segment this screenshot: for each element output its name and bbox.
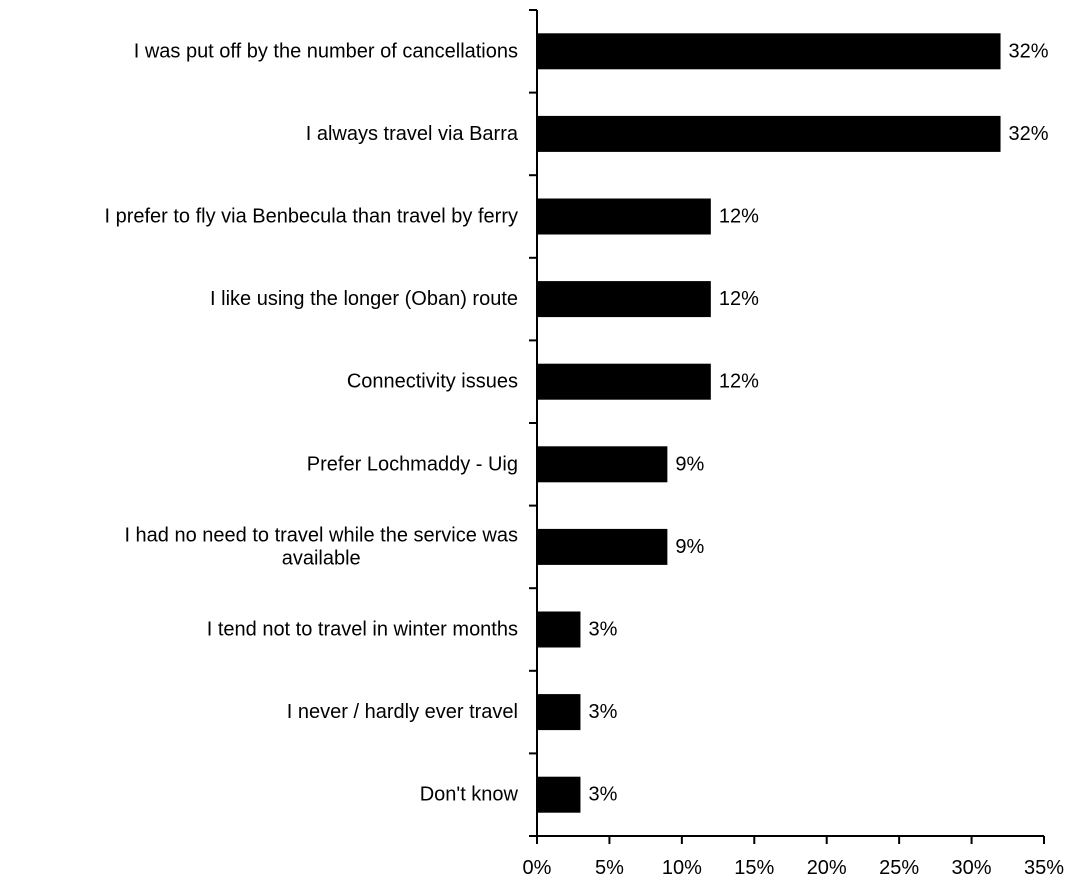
x-tick-label-7: 35% <box>1024 857 1064 879</box>
value-label-5: 12% <box>719 371 759 393</box>
axes-group <box>529 9 1045 844</box>
bar-10 <box>537 776 581 813</box>
value-label-6: 9% <box>675 453 704 475</box>
labels-group: I was put off by the number of cancellat… <box>104 40 1064 879</box>
category-label-1: I was put off by the number of cancellat… <box>134 40 518 62</box>
x-tick-label-6: 30% <box>952 857 992 879</box>
x-tick-label-0: 0% <box>523 857 552 879</box>
category-label-4: I like using the longer (Oban) route <box>210 288 518 310</box>
value-label-7: 9% <box>675 536 704 558</box>
category-label-2: I always travel via Barra <box>306 123 519 145</box>
x-tick-label-2: 10% <box>662 857 702 879</box>
bar-3 <box>537 198 711 235</box>
value-label-8: 3% <box>588 619 617 641</box>
bars-group <box>537 33 1001 813</box>
x-tick-label-1: 5% <box>595 857 624 879</box>
bar-4 <box>537 281 711 318</box>
category-label-7-line-1: I had no need to travel while the servic… <box>124 524 518 546</box>
x-tick-label-3: 15% <box>734 857 774 879</box>
category-label-5: Connectivity issues <box>347 371 518 393</box>
bar-6 <box>537 446 668 483</box>
bar-9 <box>537 694 581 731</box>
x-tick-label-4: 20% <box>807 857 847 879</box>
bar-5 <box>537 363 711 400</box>
value-label-2: 32% <box>1009 123 1049 145</box>
value-label-4: 12% <box>719 288 759 310</box>
category-label-9: I never / hardly ever travel <box>287 701 518 723</box>
bar-2 <box>537 115 1001 152</box>
value-label-9: 3% <box>588 701 617 723</box>
category-label-10: Don't know <box>420 784 519 806</box>
value-label-10: 3% <box>588 784 617 806</box>
category-label-6: Prefer Lochmaddy - Uig <box>307 453 518 475</box>
bar-8 <box>537 611 581 648</box>
category-label-8: I tend not to travel in winter months <box>207 619 518 641</box>
value-label-3: 12% <box>719 206 759 228</box>
bar-1 <box>537 33 1001 70</box>
value-label-1: 32% <box>1009 40 1049 62</box>
category-label-3: I prefer to fly via Benbecula than trave… <box>104 206 518 228</box>
category-label-7-line-2: available <box>282 547 361 569</box>
x-tick-label-5: 25% <box>879 857 919 879</box>
bar-7 <box>537 528 668 565</box>
